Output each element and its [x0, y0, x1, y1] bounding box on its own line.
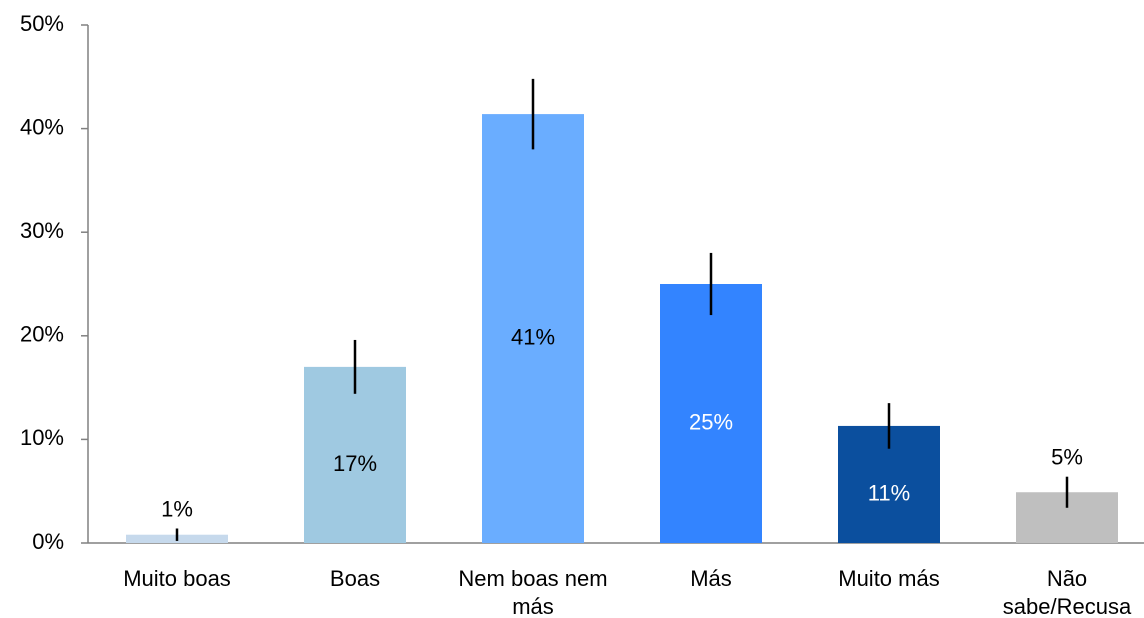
y-tick-label: 0% [32, 529, 64, 554]
value-label: 5% [1051, 445, 1083, 470]
x-tick-label: Muito más [838, 566, 940, 591]
value-label: 17% [333, 451, 377, 476]
y-tick-label: 20% [20, 322, 64, 347]
x-tick-label: Nem boas nem más [458, 566, 608, 618]
value-label: 25% [689, 409, 733, 434]
y-tick-label: 50% [20, 11, 64, 36]
bar [660, 284, 762, 543]
value-label: 1% [161, 496, 193, 521]
x-tick-label: Não sabe/Recusa [1002, 566, 1132, 618]
y-tick-label: 10% [20, 425, 64, 450]
x-tick-label: Muito boas [123, 566, 231, 591]
x-tick-label: Más [690, 566, 732, 591]
bar [304, 366, 406, 543]
bar [482, 114, 584, 543]
value-label: 11% [868, 480, 910, 505]
value-label: 41% [511, 324, 555, 349]
y-tick-label: 40% [20, 114, 64, 139]
y-tick-label: 30% [20, 218, 64, 243]
x-tick-label: Boas [329, 566, 381, 591]
